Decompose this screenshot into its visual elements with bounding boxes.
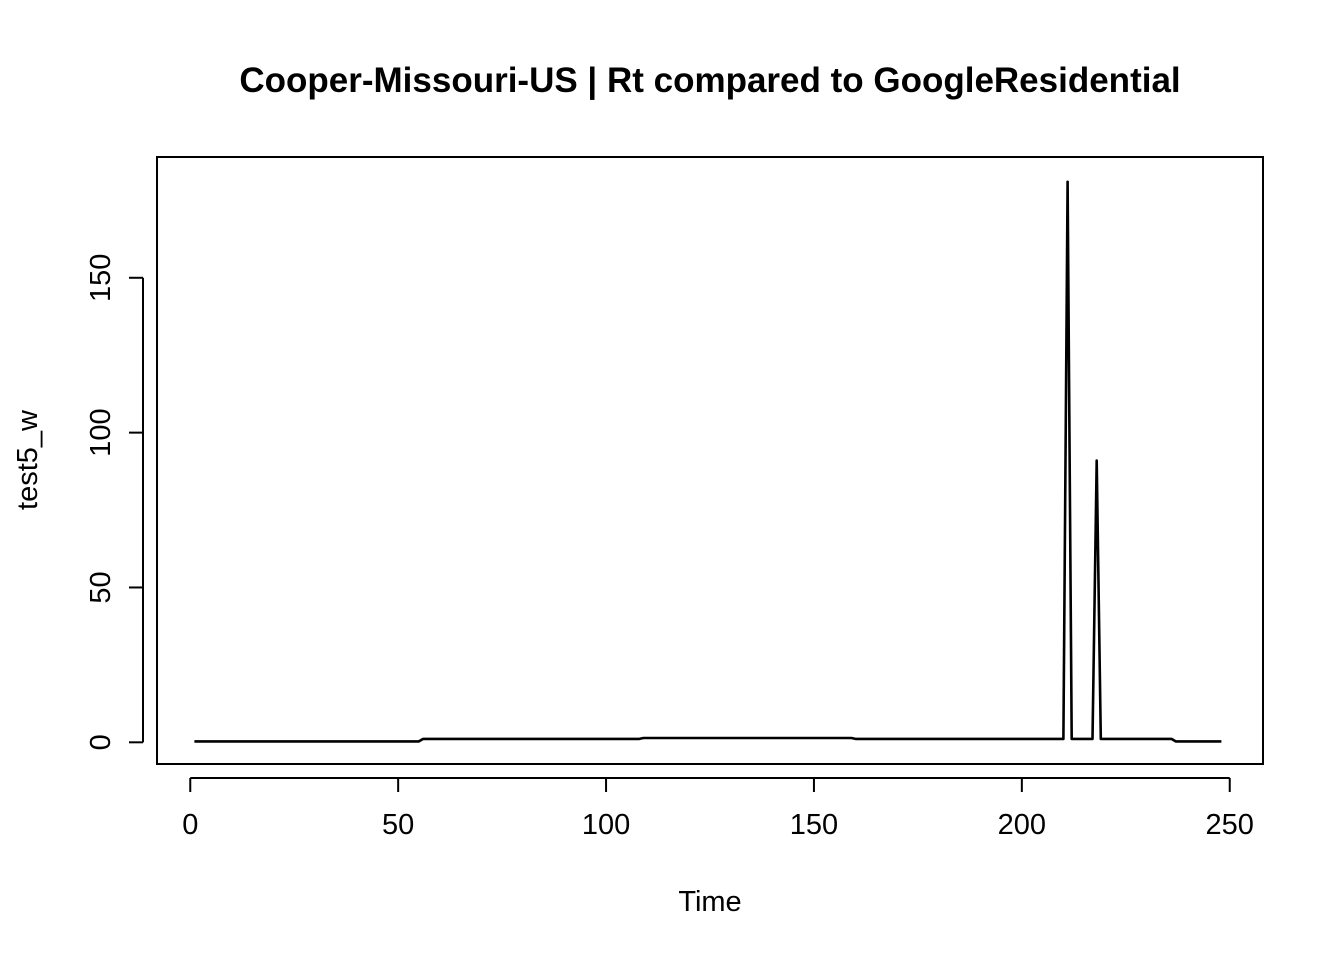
x-tick-label: 150 [790, 809, 838, 841]
plot-frame [156, 156, 1264, 765]
x-axis-label: Time [678, 886, 741, 918]
y-tick-label: 50 [85, 571, 117, 603]
x-tick-label: 200 [998, 809, 1046, 841]
y-axis: 0 50 100 150 [85, 254, 144, 750]
series-line [194, 180, 1222, 743]
x-tick-label: 0 [182, 809, 198, 841]
x-tick-label: 50 [382, 809, 414, 841]
y-tick-label: 100 [85, 408, 117, 456]
y-tick-label: 150 [85, 254, 117, 302]
x-axis: 0 50 100 150 200 250 [182, 777, 1254, 841]
y-tick-label: 0 [85, 734, 117, 750]
y-axis-label: test5_w [12, 409, 44, 510]
x-tick-label: 250 [1206, 809, 1254, 841]
chart-title: Cooper-Missouri-US | Rt compared to Goog… [239, 61, 1180, 100]
x-tick-label: 100 [582, 809, 630, 841]
